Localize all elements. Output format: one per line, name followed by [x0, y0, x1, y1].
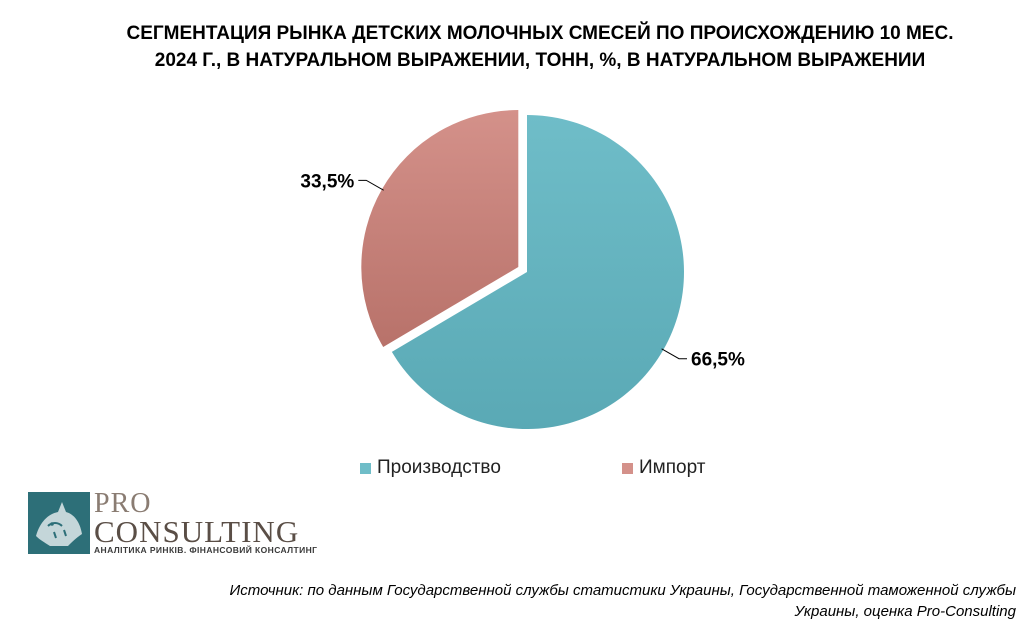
legend-swatch-import: [622, 462, 633, 474]
pie-data-labels: 66,5% 33,5%: [300, 171, 745, 370]
data-label-production: 66,5%: [691, 350, 745, 371]
chart-title-line-1: СЕГМЕНТАЦИЯ РЫНКА ДЕТСКИХ МОЛОЧНЫХ СМЕСЕ…: [126, 23, 954, 44]
leader-line-import: [358, 179, 384, 191]
legend-item-import: Импорт: [622, 457, 705, 479]
pie-slice-import: [361, 110, 519, 347]
logo-tagline: АНАЛІТИКА РИНКІВ. ФІНАНСОВИЙ КОНСАЛТИНГ: [94, 545, 318, 555]
legend-item-production: Производство: [360, 457, 501, 479]
logo-text-consulting: CONSULTING: [94, 514, 300, 549]
source-line-1: Источник: по данным Государственной служ…: [229, 582, 1016, 599]
legend-swatch-production: [360, 462, 371, 474]
data-label-import: 33,5%: [300, 171, 354, 192]
rhino-logo-icon: [28, 492, 90, 554]
chart-title: СЕГМЕНТАЦИЯ РЫНКА ДЕТСКИХ МОЛОЧНЫХ СМЕСЕ…: [60, 20, 1020, 74]
pie-slices: [361, 110, 684, 429]
pie-slice-production: [391, 115, 684, 429]
source-note: Источник: по данным Государственной служ…: [76, 580, 1016, 622]
pro-consulting-logo: PRO CONSULTING АНАЛІТИКА РИНКІВ. ФІНАНСО…: [28, 488, 318, 560]
legend-label-import: Импорт: [639, 457, 706, 478]
logo-text-pro: PRO: [94, 488, 152, 519]
source-line-2: Украины, оценка Pro-Consulting: [794, 603, 1016, 620]
chart-title-line-2: 2024 Г., В НАТУРАЛЬНОМ ВЫРАЖЕНИИ, ТОНН, …: [154, 50, 926, 71]
leader-line-production: [661, 348, 688, 360]
legend-label-production: Производство: [377, 457, 501, 478]
